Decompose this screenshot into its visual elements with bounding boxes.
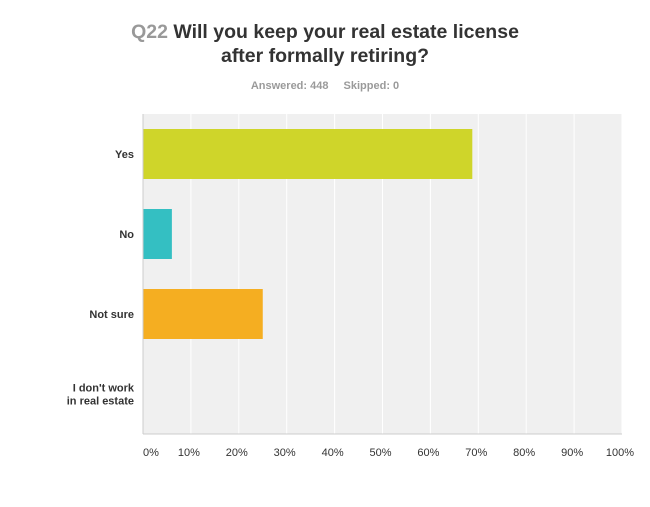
category-label: Yes <box>115 149 134 161</box>
bar-2 <box>143 289 263 339</box>
bar-1 <box>143 209 172 259</box>
skipped-count: Skipped: 0 <box>343 80 400 92</box>
x-tick-label: 30% <box>274 447 296 459</box>
category-label: Not sure <box>89 309 134 321</box>
question-text-line-1: Will you keep your real estate license <box>173 21 519 43</box>
title-line-1: Q22 Will you keep your real estate licen… <box>0 20 650 44</box>
x-tick-label: 10% <box>178 447 200 459</box>
category-label: in real estate <box>67 396 134 408</box>
bar-0 <box>143 129 473 179</box>
x-tick-label: 100% <box>606 447 634 459</box>
x-tick-label: 80% <box>513 447 535 459</box>
category-label: I don't work <box>73 383 135 395</box>
x-tick-label: 50% <box>369 447 391 459</box>
x-tick-label: 40% <box>322 447 344 459</box>
x-tick-label: 90% <box>561 447 583 459</box>
response-stats: Answered: 448 Skipped: 0 <box>0 80 650 92</box>
x-tick-label: 60% <box>417 447 439 459</box>
answered-count: Answered: 448 <box>250 80 329 92</box>
x-tick-label: 70% <box>465 447 487 459</box>
question-title: Q22 Will you keep your real estate licen… <box>0 20 650 68</box>
x-tick-label: 0% <box>143 447 159 459</box>
question-number: Q22 <box>131 21 168 43</box>
category-label: No <box>119 229 134 241</box>
question-text-line-2: after formally retiring? <box>220 45 430 67</box>
x-tick-label: 20% <box>226 447 248 459</box>
